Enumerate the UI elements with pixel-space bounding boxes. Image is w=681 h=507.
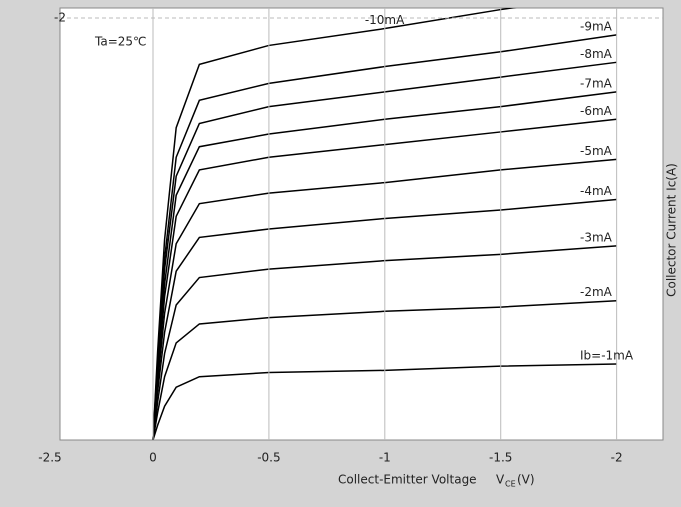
x-tick-label: -1 (379, 451, 391, 465)
plot-area (59, 7, 664, 441)
series-label: -7mA (580, 76, 613, 90)
series-label: -10mA (365, 13, 405, 27)
series-label: -6mA (580, 104, 613, 118)
x-tick-label: -1.5 (489, 451, 512, 465)
series-label: -2mA (580, 285, 613, 299)
stray-tick: -2.5 (38, 451, 61, 465)
y-axis-label: Collector Current Ic(A) (665, 163, 679, 297)
series-label: -8mA (580, 47, 613, 61)
x-axis-label: Collect-Emitter Voltage (338, 473, 477, 487)
series-label: -5mA (580, 144, 613, 158)
series-line (152, 8, 517, 440)
x-axis-subscript: CE (505, 480, 516, 489)
x-axis-symbol: V (496, 473, 505, 487)
series-line (152, 363, 617, 440)
series-label: -3mA (580, 230, 613, 244)
y-tick-label: -2 (54, 11, 66, 25)
series-line (152, 198, 617, 440)
series-label: -4mA (580, 184, 613, 198)
x-tick-label: -2 (611, 451, 623, 465)
series-line (152, 299, 617, 440)
series-line (152, 245, 617, 440)
x-axis-unit: (V) (517, 473, 535, 487)
series-label: -9mA (580, 19, 613, 33)
x-tick-label: 0 (149, 451, 157, 465)
series-label: Ib=-1mA (580, 349, 634, 363)
plot-layer (152, 8, 617, 440)
annotation: Ta=25℃ (94, 35, 147, 49)
series-line (152, 158, 617, 440)
x-tick-label: -0.5 (257, 451, 280, 465)
